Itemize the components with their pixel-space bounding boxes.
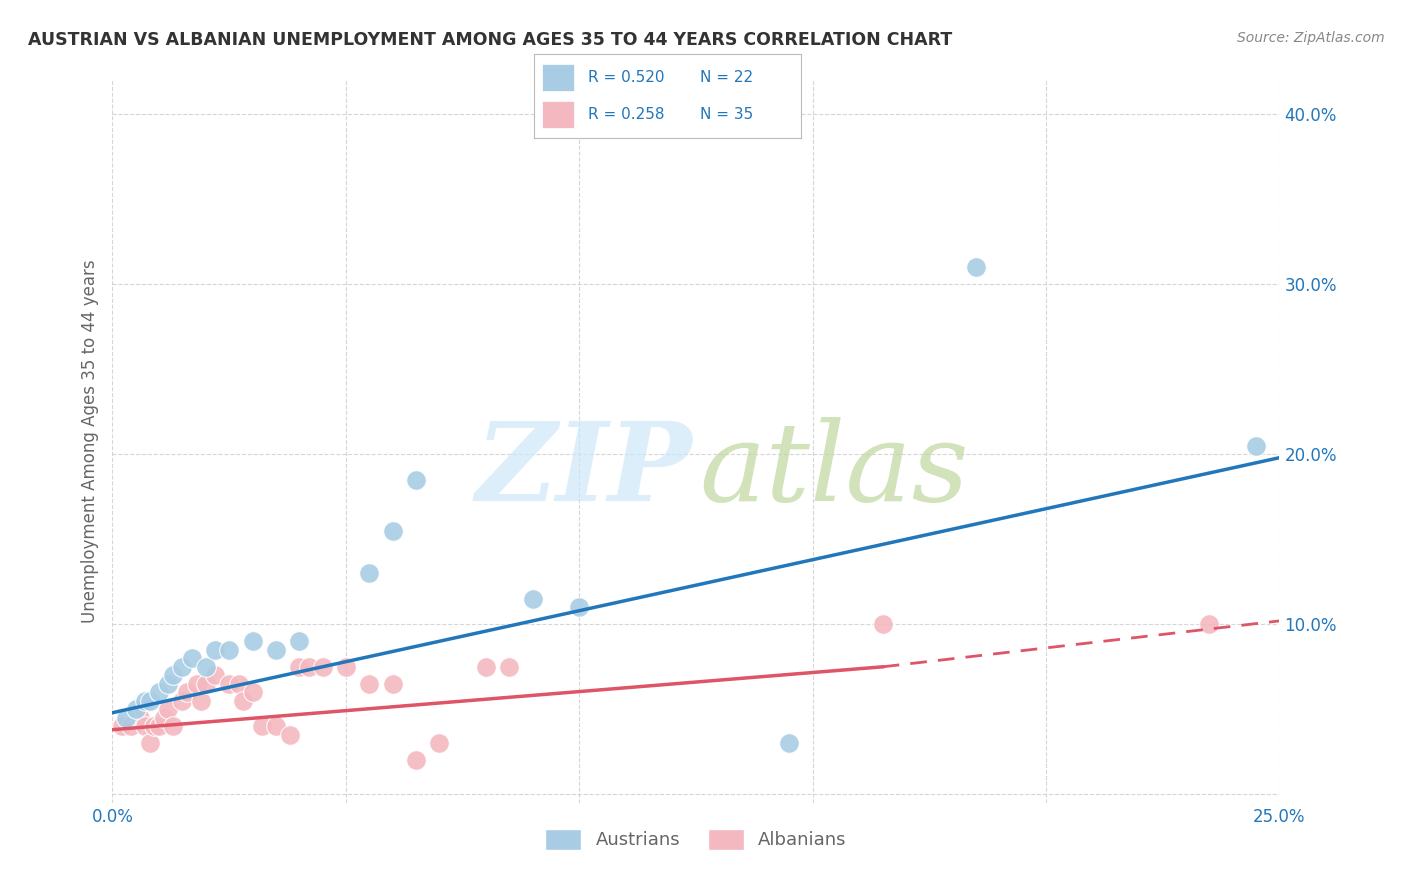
Text: ZIP: ZIP [475, 417, 693, 524]
Point [405, 753, 427, 767]
Point [194, 677, 217, 691]
Point [1198, 617, 1220, 632]
Point [125, 702, 148, 716]
Y-axis label: Unemployment Among Ages 35 to 44 years: Unemployment Among Ages 35 to 44 years [80, 260, 98, 624]
Point [176, 685, 198, 699]
Point [381, 677, 404, 691]
Point [162, 719, 184, 733]
Point [139, 694, 162, 708]
Point [190, 694, 212, 708]
Point [143, 719, 166, 733]
Point [162, 668, 184, 682]
Text: Source: ZipAtlas.com: Source: ZipAtlas.com [1237, 31, 1385, 45]
Point [115, 711, 138, 725]
Point [288, 634, 311, 648]
Bar [543, 101, 574, 128]
Point [250, 719, 273, 733]
Point [148, 719, 170, 733]
Point [218, 642, 240, 657]
Point [194, 660, 217, 674]
Point [965, 260, 987, 275]
Point [172, 660, 194, 674]
Point [134, 719, 156, 733]
Text: N = 35: N = 35 [700, 107, 754, 122]
Point [359, 566, 381, 581]
Point [778, 736, 800, 750]
Point [872, 617, 894, 632]
Point [232, 694, 254, 708]
Point [475, 660, 498, 674]
Point [297, 660, 319, 674]
Bar [543, 63, 574, 91]
Point [311, 660, 333, 674]
Point [180, 651, 202, 665]
Point [1244, 439, 1267, 453]
Point [264, 719, 287, 733]
Point [129, 711, 152, 725]
Text: AUSTRIAN VS ALBANIAN UNEMPLOYMENT AMONG AGES 35 TO 44 YEARS CORRELATION CHART: AUSTRIAN VS ALBANIAN UNEMPLOYMENT AMONG … [28, 31, 952, 49]
Point [111, 719, 134, 733]
Point [157, 702, 180, 716]
Point [204, 668, 226, 682]
Text: N = 22: N = 22 [700, 70, 754, 85]
Point [381, 524, 404, 538]
Point [153, 711, 176, 725]
Point [172, 694, 194, 708]
Text: R = 0.520: R = 0.520 [588, 70, 664, 85]
Point [522, 591, 544, 606]
Point [157, 677, 180, 691]
Point [359, 677, 381, 691]
Point [335, 660, 357, 674]
Point [186, 677, 208, 691]
Point [120, 719, 142, 733]
Point [204, 642, 226, 657]
Point [228, 677, 250, 691]
Point [264, 642, 287, 657]
Point [242, 634, 264, 648]
Point [568, 600, 591, 615]
Point [148, 685, 170, 699]
Point [498, 660, 520, 674]
Text: R = 0.258: R = 0.258 [588, 107, 664, 122]
Point [242, 685, 264, 699]
Point [134, 694, 156, 708]
Text: atlas: atlas [699, 417, 969, 524]
Point [218, 677, 240, 691]
Point [278, 728, 301, 742]
Point [427, 736, 450, 750]
Point [405, 473, 427, 487]
Point [139, 736, 162, 750]
Legend: Austrians, Albanians: Austrians, Albanians [536, 820, 856, 859]
Point [288, 660, 311, 674]
